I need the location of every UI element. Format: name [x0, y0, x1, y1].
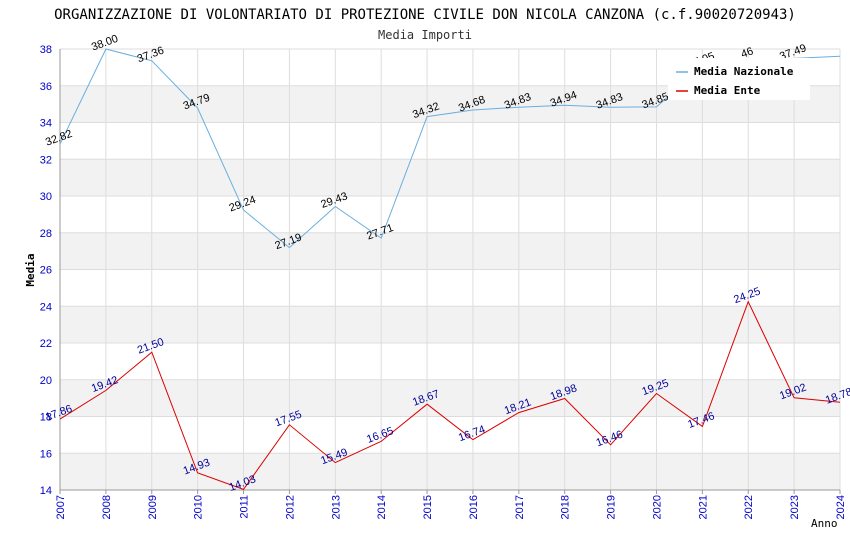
- grid-band: [60, 453, 840, 490]
- grid-band: [60, 232, 840, 270]
- grid-band: [60, 159, 840, 196]
- data-label: 46: [739, 45, 755, 60]
- y-tick-label: 36: [40, 81, 52, 93]
- y-tick-label: 32: [40, 154, 52, 166]
- x-tick-label: 2010: [193, 495, 205, 519]
- y-axis-label: Media: [24, 253, 37, 286]
- y-tick-label: 34: [40, 118, 52, 130]
- grid-band: [60, 306, 840, 343]
- y-tick-label: 22: [40, 338, 52, 350]
- data-label: 32.82: [44, 128, 74, 149]
- chart-subtitle: Media Importi: [378, 28, 472, 42]
- x-tick-label: 2024: [835, 495, 847, 519]
- x-tick-label: 2022: [743, 495, 755, 519]
- x-tick-label: 2012: [284, 495, 296, 519]
- data-label: 29.24: [228, 194, 258, 215]
- x-tick-label: 2009: [147, 495, 159, 519]
- y-tick-label: 18: [40, 412, 52, 424]
- y-tick-label: 38: [40, 44, 52, 56]
- gridlines: [59, 48, 841, 491]
- x-tick-label: 2007: [55, 495, 67, 519]
- chart-title: ORGANIZZAZIONE DI VOLONTARIATO DI PROTEZ…: [54, 7, 796, 23]
- grid-band: [60, 379, 840, 417]
- x-tick-label: 2015: [422, 495, 434, 519]
- x-tick-label: 2020: [651, 495, 663, 519]
- legend-label-media-nazionale: Media Nazionale: [694, 65, 794, 78]
- data-label: 37.36: [136, 45, 166, 66]
- x-tick-label: 2017: [514, 495, 526, 519]
- series-line-media-ente: [59, 300, 841, 490]
- legend: Media Nazionale Media Ente: [668, 58, 810, 100]
- y-tick-label: 28: [40, 228, 52, 240]
- grid-bands: [60, 85, 840, 490]
- y-tick-label: 16: [40, 448, 52, 460]
- y-tick-label: 14: [40, 485, 52, 497]
- y-tick-label: 26: [40, 265, 52, 277]
- x-tick-label: 2016: [468, 495, 480, 519]
- x-tick-label: 2019: [606, 495, 618, 519]
- x-tick-label: 2018: [560, 495, 572, 519]
- x-axis-label: Anno: [811, 517, 838, 530]
- legend-label-media-ente: Media Ente: [694, 84, 761, 97]
- y-tick-label: 30: [40, 191, 52, 203]
- data-label: 16.46: [595, 429, 625, 450]
- data-label: 16.74: [457, 423, 487, 444]
- x-tick-label: 2023: [789, 495, 801, 519]
- x-tick-label: 2008: [101, 495, 113, 519]
- y-tick-label: 20: [40, 375, 52, 387]
- y-tick-label: 24: [40, 301, 52, 313]
- legend-box: [668, 58, 810, 100]
- data-label: 17.86: [44, 403, 74, 424]
- x-tick-label: 2014: [376, 495, 388, 519]
- x-tick-label: 2011: [239, 495, 251, 519]
- data-label: 16.65: [365, 425, 395, 446]
- x-tick-label: 2013: [330, 495, 342, 519]
- x-tick-label: 2021: [697, 495, 709, 519]
